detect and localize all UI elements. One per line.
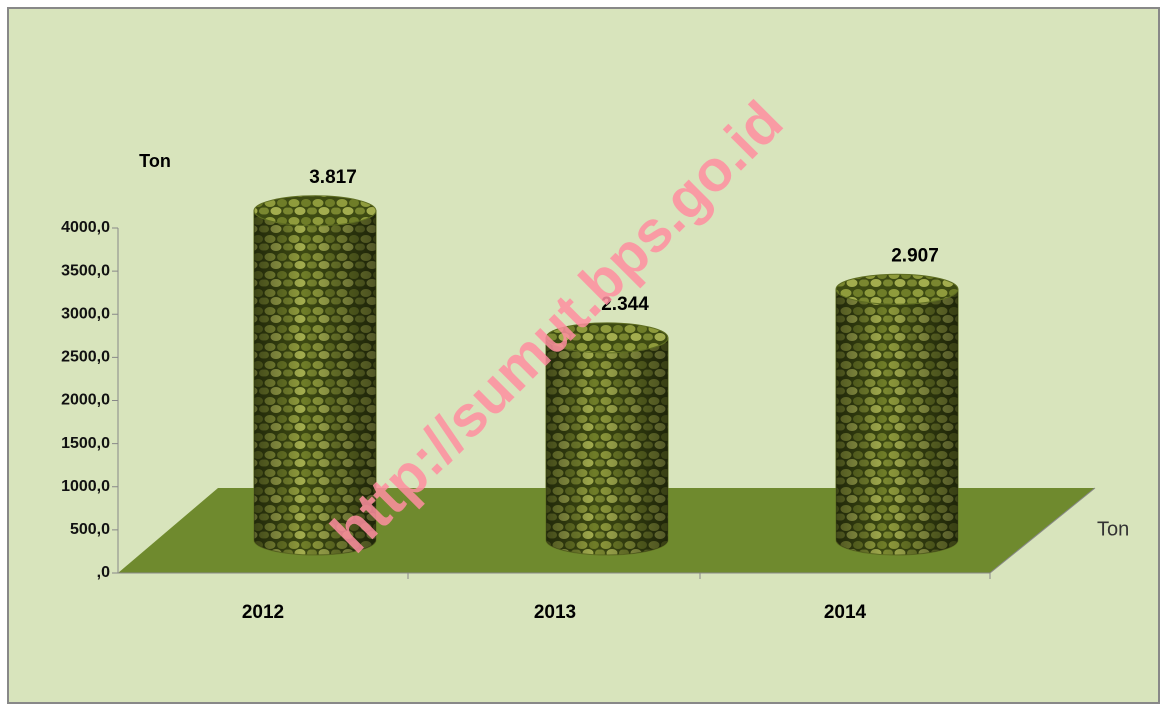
y-tick-label: 1000,0 [61, 478, 110, 495]
floor-edge [989, 487, 1096, 574]
value-label: 2.907 [891, 245, 939, 266]
y-tick-label: 1500,0 [61, 435, 110, 452]
y-tick-label: 3500,0 [61, 262, 110, 279]
y-tick-label: 2000,0 [61, 392, 110, 409]
cylinder-top [835, 273, 959, 305]
y-tick-label: ,0 [97, 564, 110, 581]
cylinder-top [545, 322, 669, 354]
y-tick-label: 4000,0 [61, 219, 110, 236]
y-tick-label: 500,0 [70, 521, 110, 538]
y-axis-label: Ton [139, 151, 171, 171]
y-tick-label: 3000,0 [61, 305, 110, 322]
x-tick-label: 2012 [242, 602, 284, 623]
legend-label: Ton [1097, 518, 1129, 540]
y-tick-label: 2500,0 [61, 349, 110, 366]
cylinder-shade [836, 289, 958, 555]
cylinder-shade [254, 210, 376, 555]
cylinder-top [253, 195, 377, 227]
value-label: 2.344 [601, 294, 649, 315]
x-tick-label: 2013 [534, 602, 576, 623]
x-tick-label: 2014 [824, 602, 867, 623]
cylinder-shade [546, 337, 668, 555]
value-label: 3.817 [309, 167, 357, 188]
